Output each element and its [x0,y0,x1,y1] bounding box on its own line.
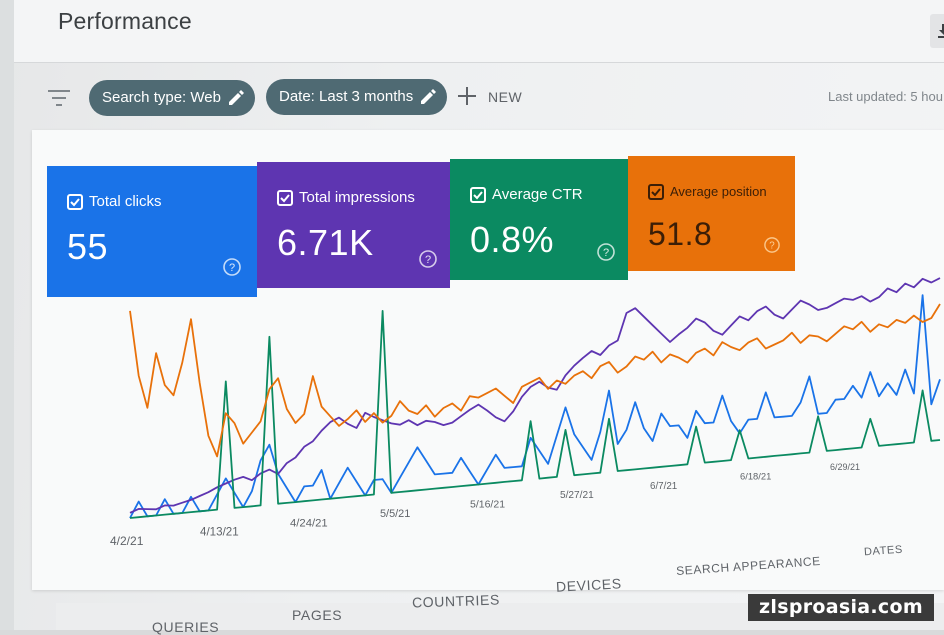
new-filter-label: NEW [488,89,523,105]
download-button[interactable] [930,14,944,48]
x-tick-label: 4/2/21 [110,534,144,548]
help-icon[interactable]: ? [597,243,615,261]
plus-icon [458,87,476,105]
search-type-chip[interactable]: Search type: Web [89,80,255,116]
series-line-average-ctr [129,310,941,519]
date-range-label: Date: Last 3 months [279,88,414,105]
x-tick-label: 5/16/21 [470,499,505,511]
checkbox-checked-icon[interactable] [470,187,486,203]
watermark: zlsproasia.com [748,594,934,621]
metric-average-position[interactable]: Average position 51.8 ? [628,156,795,271]
svg-text:?: ? [229,262,235,274]
date-range-chip[interactable]: Date: Last 3 months [266,79,448,115]
series-line-total-clicks [129,294,941,519]
filter-bar: Search type: Web Date: Last 3 months NEW… [14,62,944,140]
tab-queries[interactable]: QUERIES [152,619,220,635]
metric-label: Total impressions [299,189,415,206]
tab-dates[interactable]: DATES [863,543,904,559]
metric-total-impressions[interactable]: Total impressions 6.71K ? [257,162,450,288]
svg-text:?: ? [769,241,775,252]
metric-label: Average position [670,184,767,199]
pencil-icon [228,90,244,105]
search-type-label: Search type: Web [102,89,221,106]
checkbox-checked-icon[interactable] [648,184,664,200]
metric-value: 55 [67,226,109,267]
metric-label: Average CTR [492,186,583,203]
help-icon[interactable]: ? [764,237,780,253]
filter-icon[interactable] [48,90,70,106]
help-icon[interactable]: ? [419,250,437,268]
metric-value: 0.8% [470,219,555,260]
help-icon[interactable]: ? [223,258,241,276]
x-tick-label: 5/27/21 [560,490,594,501]
metric-total-clicks[interactable]: Total clicks 55 ? [47,166,257,297]
pencil-icon [421,89,437,104]
checkbox-checked-icon[interactable] [277,190,293,206]
x-tick-label: 6/18/21 [740,470,771,481]
tab-search-appearance[interactable]: SEARCH APPEARANCE [675,553,822,579]
top-bar: Performance [14,0,944,63]
metric-label: Total clicks [89,193,162,210]
last-updated-text: Last updated: 5 hou [828,89,943,104]
series-line-average-position [129,303,941,458]
page-title: Performance [58,8,192,34]
left-edge [0,0,14,630]
download-icon [938,24,944,38]
tab-pages[interactable]: PAGES [292,607,343,623]
x-tick-label: 6/7/21 [650,481,677,492]
tab-countries[interactable]: COUNTRIES [411,591,501,611]
metric-value: 6.71K [277,222,374,263]
metric-value: 51.8 [648,216,713,252]
metric-average-ctr[interactable]: Average CTR 0.8% ? [450,159,628,280]
checkbox-checked-icon[interactable] [67,194,83,210]
tab-devices[interactable]: DEVICES [555,575,623,595]
x-tick-label: 6/29/21 [830,462,860,472]
x-tick-label: 4/24/21 [290,517,328,529]
x-tick-label: 4/13/21 [200,526,239,539]
svg-text:?: ? [603,247,609,259]
series-line-total-impressions [129,277,941,514]
x-tick-label: 5/5/21 [380,508,410,520]
svg-text:?: ? [425,254,431,266]
